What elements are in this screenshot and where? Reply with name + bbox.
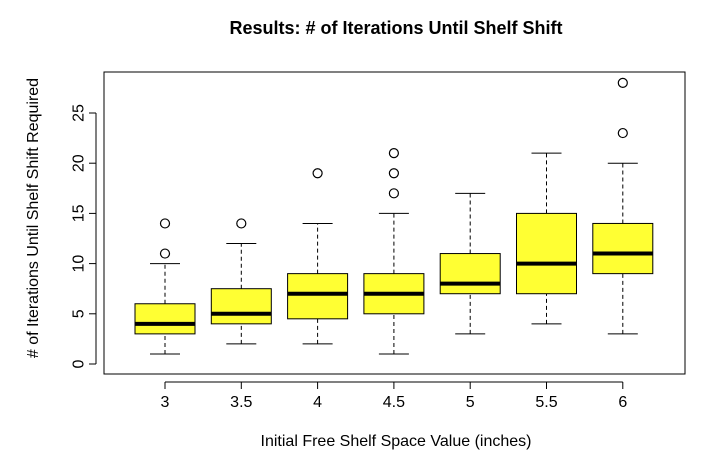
outlier-point <box>388 148 399 159</box>
box <box>592 222 654 275</box>
box <box>210 288 272 325</box>
y-axis-label: # of Iterations Until Shelf Shift Requir… <box>25 78 42 358</box>
box-group <box>592 77 654 335</box>
y-tick-label: 25 <box>71 104 88 122</box>
box-group <box>439 192 501 335</box>
boxes <box>134 77 654 355</box>
y-tick-label: 0 <box>71 359 88 368</box>
chart-title: Results: # of Iterations Until Shelf Shi… <box>229 18 562 38</box>
outlier-point <box>617 127 628 139</box>
outlier-point <box>617 77 628 88</box>
box <box>134 303 196 335</box>
plot-frame <box>103 71 686 375</box>
box-group <box>516 152 577 325</box>
box-group <box>134 218 196 355</box>
x-tick-label: 4.5 <box>383 394 405 411</box>
x-tick-label: 5 <box>466 394 475 411</box>
x-axis: 3 3.5 4 4.5 5 5.5 6 <box>161 381 627 411</box>
x-tick-label: 4 <box>313 394 322 411</box>
box-group <box>210 218 272 345</box>
x-tick-label: 3 <box>161 394 170 411</box>
box-group <box>287 168 349 345</box>
box <box>439 253 501 295</box>
box <box>287 273 349 320</box>
outlier-point <box>159 218 171 229</box>
box <box>516 212 577 295</box>
box-group <box>363 148 425 355</box>
y-tick-label: 10 <box>71 255 88 273</box>
y-tick-label: 15 <box>71 204 88 222</box>
outlier-point <box>388 188 399 199</box>
x-tick-label: 6 <box>618 394 627 411</box>
x-axis-label: Initial Free Shelf Space Value (inches) <box>261 433 532 450</box>
x-tick-label: 3.5 <box>230 394 252 411</box>
outlier-point <box>388 168 399 179</box>
y-tick-label: 5 <box>71 309 88 318</box>
y-tick-label: 20 <box>71 154 88 172</box>
outlier-point <box>312 168 323 179</box>
outlier-point <box>236 218 247 229</box>
x-tick-label: 5.5 <box>535 394 557 411</box>
y-axis: 0 5 10 15 20 25 <box>71 104 97 368</box>
outlier-point <box>159 248 171 259</box>
